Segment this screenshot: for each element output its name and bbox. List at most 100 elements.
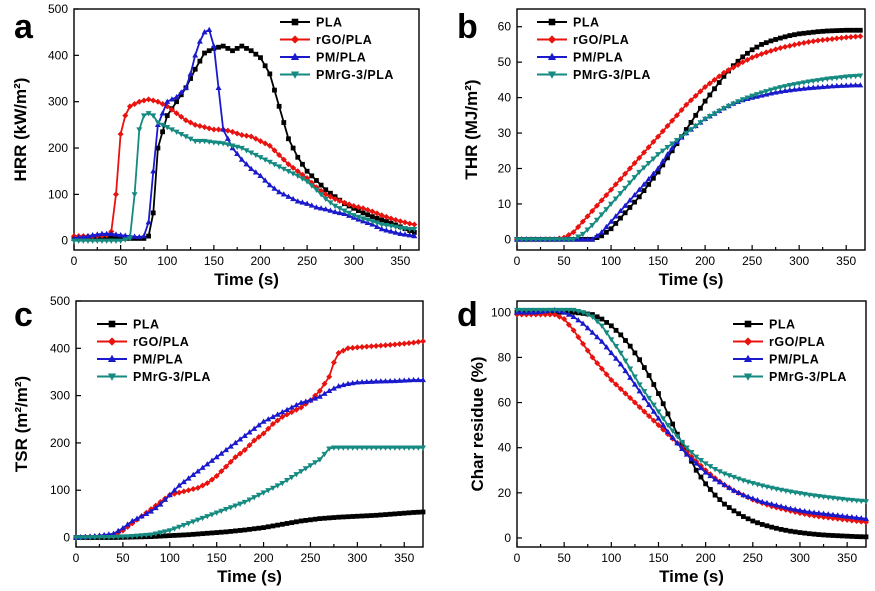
data-point xyxy=(373,445,380,451)
data-point xyxy=(660,401,666,407)
data-point xyxy=(551,307,558,314)
data-point xyxy=(603,207,610,213)
data-point xyxy=(318,182,324,188)
data-point xyxy=(768,38,774,44)
data-point xyxy=(246,429,253,435)
legend-marker xyxy=(107,354,117,362)
data-point xyxy=(782,87,789,94)
data-point xyxy=(322,191,329,198)
series-rgo-pla xyxy=(73,338,426,541)
data-point xyxy=(406,232,413,238)
data-point xyxy=(304,179,311,185)
data-point xyxy=(570,313,577,319)
data-point xyxy=(655,422,662,429)
plot-frame xyxy=(75,300,424,548)
data-point xyxy=(392,511,398,517)
data-point xyxy=(316,457,323,463)
data-point xyxy=(410,376,417,383)
data-point xyxy=(302,466,309,472)
data-point xyxy=(71,238,77,244)
data-point xyxy=(857,82,864,88)
data-point xyxy=(373,342,380,349)
data-point xyxy=(154,120,161,126)
data-point xyxy=(740,491,747,498)
data-point xyxy=(702,469,709,475)
data-point xyxy=(730,101,737,107)
data-point xyxy=(720,106,727,112)
data-point xyxy=(285,169,292,175)
data-point xyxy=(159,101,166,108)
data-point xyxy=(182,84,189,90)
data-point xyxy=(767,47,774,54)
data-point xyxy=(243,132,250,139)
data-point xyxy=(197,58,203,64)
data-point xyxy=(293,406,300,413)
y-tick-label: 200 xyxy=(50,436,70,450)
x-tick-label: 200 xyxy=(254,551,274,565)
legend-item: PM/PLA xyxy=(537,51,623,65)
data-point xyxy=(276,151,283,158)
data-point xyxy=(754,44,760,50)
data-point xyxy=(382,445,389,451)
data-point xyxy=(659,128,666,135)
data-point xyxy=(168,127,175,133)
data-point xyxy=(204,530,210,536)
data-point xyxy=(199,515,206,522)
data-point xyxy=(641,408,648,415)
data-point xyxy=(829,28,835,34)
data-point xyxy=(604,320,610,325)
data-point xyxy=(312,516,318,522)
data-point xyxy=(608,186,615,193)
data-point xyxy=(411,229,417,235)
data-point xyxy=(131,192,138,198)
data-point xyxy=(181,532,187,538)
data-point xyxy=(697,120,704,126)
data-point xyxy=(360,205,367,212)
data-point xyxy=(674,440,681,446)
data-point xyxy=(721,471,728,477)
data-point xyxy=(796,40,803,47)
data-point xyxy=(547,311,554,318)
x-axis-title: Time (s) xyxy=(659,567,724,586)
y-tick-label: 100 xyxy=(48,187,68,201)
data-point xyxy=(397,511,402,516)
data-point xyxy=(589,354,596,361)
legend-label: PM/PLA xyxy=(133,353,183,367)
data-point xyxy=(722,501,727,507)
data-point xyxy=(260,490,267,496)
data-point xyxy=(749,480,756,487)
data-point xyxy=(402,231,409,237)
data-point xyxy=(194,484,201,491)
data-point xyxy=(579,218,586,225)
legend-label: PM/PLA xyxy=(573,51,623,65)
data-point xyxy=(721,481,728,488)
data-point xyxy=(787,33,793,38)
data-point xyxy=(327,207,334,213)
data-point xyxy=(645,175,652,182)
data-point xyxy=(258,55,263,61)
y-tick-label: 10 xyxy=(498,197,512,211)
data-point xyxy=(693,460,700,466)
data-point xyxy=(706,114,713,120)
x-tick-label: 150 xyxy=(207,551,227,565)
data-point xyxy=(405,340,412,347)
series-rgo-pla xyxy=(514,33,864,243)
data-point xyxy=(173,110,180,117)
data-point xyxy=(570,237,577,243)
data-point xyxy=(136,233,143,240)
data-point xyxy=(293,472,300,478)
data-point xyxy=(126,236,133,242)
data-point xyxy=(84,238,91,244)
data-point xyxy=(374,210,381,217)
data-point xyxy=(847,82,854,88)
data-point xyxy=(308,183,315,189)
data-point xyxy=(739,97,746,103)
legend-marker xyxy=(107,373,117,381)
data-point xyxy=(122,112,129,119)
data-point xyxy=(285,161,292,168)
data-point xyxy=(622,185,629,192)
data-point xyxy=(698,105,703,111)
data-point xyxy=(225,45,231,51)
data-point xyxy=(124,521,131,527)
data-point xyxy=(848,27,854,33)
